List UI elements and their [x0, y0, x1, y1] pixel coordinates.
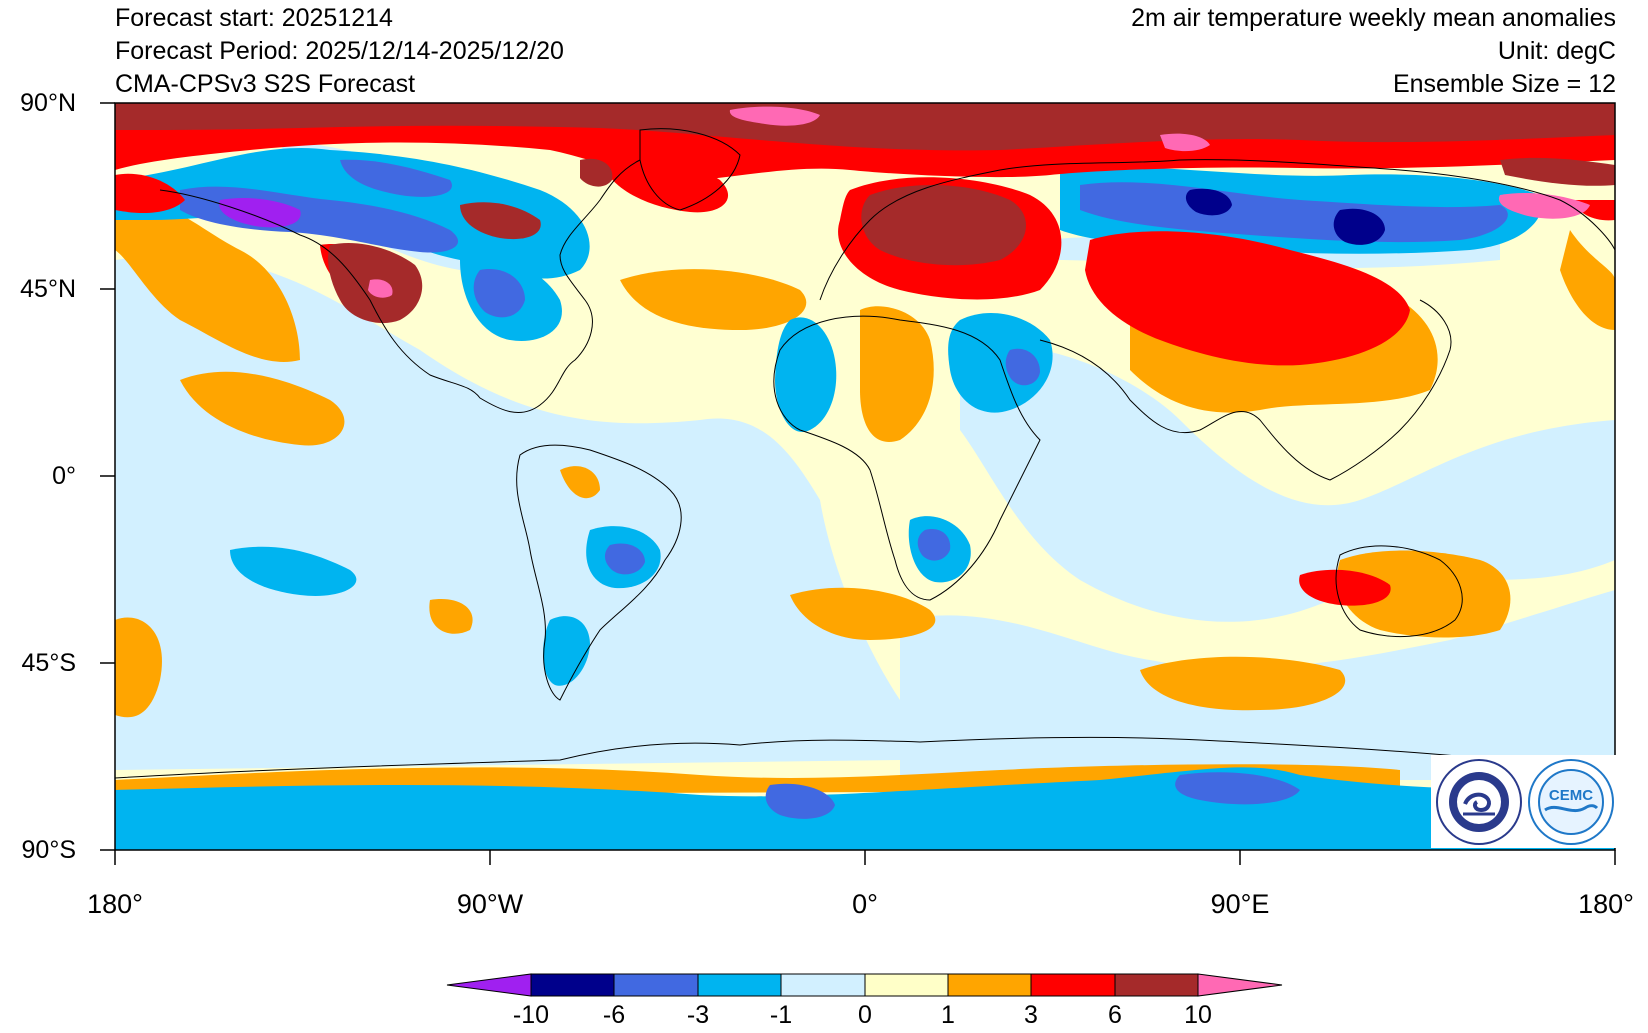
colorbar-label: 1: [941, 1001, 955, 1029]
field-pink: [368, 106, 1590, 298]
y-tick-45s: 45°S: [21, 649, 76, 677]
forecast-period: Forecast Period: 2025/12/14-2025/12/20: [115, 37, 564, 65]
colorbar-cell-above: [1197, 973, 1283, 997]
colorbar: [446, 973, 1283, 997]
y-tick-eq: 0°: [52, 462, 76, 490]
coastlines: [115, 128, 1615, 779]
x-tick-180w: 180°: [87, 889, 143, 919]
x-tick-90w: 90°W: [456, 889, 524, 919]
y-tick-90n: 90°N: [20, 89, 76, 117]
x-tick-180e: 180°: [1578, 889, 1634, 919]
logo-panel: CEMC: [1431, 755, 1619, 848]
cemc-logo-text: CEMC: [1549, 787, 1593, 804]
model-name: CMA-CPSv3 S2S Forecast: [115, 70, 416, 98]
axis-ticks: [100, 102, 1616, 865]
colorbar-cell-below: [446, 973, 532, 997]
cemc-logo-icon: CEMC: [1528, 759, 1614, 845]
map-field: [115, 103, 1615, 850]
y-tick-45n: 45°N: [20, 275, 76, 303]
cma-logo-icon: [1436, 759, 1522, 845]
variable-title: 2m air temperature weekly mean anomalies: [1131, 4, 1616, 32]
field-purple: [219, 198, 301, 228]
colorbar-label: 10: [1184, 1001, 1212, 1029]
forecast-start: Forecast start: 20251214: [115, 4, 393, 32]
colorbar-label: -1: [769, 1001, 793, 1029]
colorbar-label: -3: [686, 1001, 710, 1029]
ensemble-size: Ensemble Size = 12: [1392, 70, 1616, 98]
colorbar-label: 0: [858, 1001, 872, 1029]
x-tick-90e: 90°E: [1210, 889, 1270, 919]
unit-label: Unit: degC: [1497, 37, 1616, 65]
colorbar-label: -10: [512, 1001, 550, 1029]
colorbar-label: -6: [602, 1001, 626, 1029]
colorbar-label: 6: [1108, 1001, 1122, 1029]
field-dark-blue: [1185, 188, 1385, 245]
colorbar-label: 3: [1024, 1001, 1038, 1029]
y-tick-90s: 90°S: [21, 836, 76, 864]
x-tick-0: 0°: [852, 889, 878, 919]
